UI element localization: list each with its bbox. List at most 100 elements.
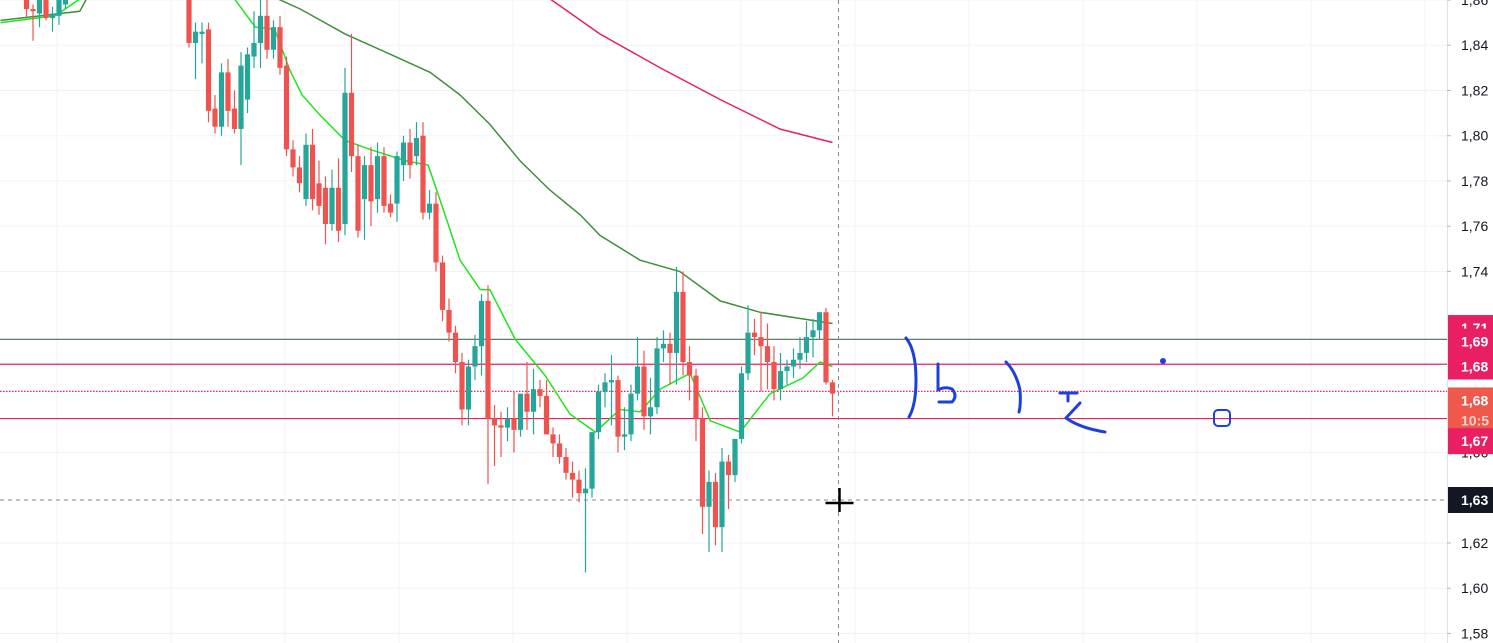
candle-body <box>251 42 257 57</box>
price-badge: 1,63 <box>1448 487 1493 513</box>
candle-body <box>511 418 517 430</box>
candle-body <box>498 425 504 428</box>
candle-down <box>758 312 764 392</box>
price-badge-background <box>1448 487 1493 513</box>
price-badge-label: 1,63 <box>1461 492 1488 508</box>
candle-up <box>329 169 335 231</box>
candle-up <box>816 312 823 340</box>
candle-body <box>49 13 56 19</box>
moving-average-fast-line <box>0 0 833 434</box>
candle-body <box>790 359 797 367</box>
candle-up <box>745 305 751 381</box>
candle-up <box>36 0 43 28</box>
candle-up <box>706 470 712 553</box>
candle-up <box>374 142 381 213</box>
candle-body <box>290 149 296 168</box>
candle-up <box>199 22 205 64</box>
candle-down <box>231 90 238 134</box>
candle-body <box>530 389 537 412</box>
candle-body <box>413 138 420 157</box>
candle-body <box>225 72 231 111</box>
candle-body <box>452 332 459 362</box>
drawing-bracket-1[interactable] <box>904 336 918 419</box>
candle-body <box>420 135 426 213</box>
horizontal-levels[interactable] <box>0 338 1447 420</box>
candle-up <box>238 52 244 166</box>
drawing-dot[interactable] <box>1160 358 1166 364</box>
drawing-b-glyph[interactable] <box>936 362 957 404</box>
candle-up <box>478 294 485 376</box>
price-badge-label: 1,67 <box>1461 433 1488 449</box>
candle-body <box>277 27 283 68</box>
candle-body <box>433 203 439 263</box>
candle-body <box>751 332 758 338</box>
candle-body <box>465 366 472 410</box>
candle-body <box>62 0 69 5</box>
drawing-anchor-handle[interactable] <box>1213 409 1231 427</box>
candle-body <box>205 29 212 111</box>
candle-down <box>712 472 719 546</box>
candle-down <box>725 454 732 510</box>
candle-down <box>563 447 569 480</box>
candle-body <box>335 187 342 231</box>
candle-up <box>582 468 589 573</box>
candle-down <box>680 271 686 376</box>
candle-up <box>797 337 803 369</box>
candle-body <box>784 366 790 372</box>
candle-down <box>641 350 647 430</box>
candle-body <box>218 72 225 127</box>
drawing-bracket-2[interactable] <box>1004 360 1022 414</box>
candle-up <box>192 22 199 80</box>
candle-body <box>569 472 576 480</box>
candle-down <box>433 192 439 272</box>
candle-body <box>23 0 30 10</box>
candle-down <box>764 323 771 390</box>
candle-body <box>244 54 251 100</box>
price-axis-tick-label: 1,80 <box>1461 128 1488 144</box>
candle-down <box>335 158 342 243</box>
candle-body <box>758 337 764 347</box>
candle-body <box>634 366 641 394</box>
drawing-z-glyph[interactable] <box>1058 391 1107 434</box>
candle-down <box>459 352 465 426</box>
candle-body <box>602 382 608 392</box>
candle-body <box>777 371 784 390</box>
candle-body <box>329 187 335 224</box>
candle-down <box>355 144 361 238</box>
price-badge-background <box>1448 387 1493 436</box>
candle-down <box>322 176 329 245</box>
crosshair <box>0 0 1447 643</box>
grid <box>0 0 1447 643</box>
candle-down <box>491 404 498 467</box>
candle-up <box>361 156 368 240</box>
candle-body <box>537 389 543 396</box>
candle-body <box>361 165 368 200</box>
candle-up <box>394 151 400 222</box>
candle-body <box>771 361 777 390</box>
candle-up <box>270 20 277 59</box>
candle-body <box>829 382 836 394</box>
candle-down <box>225 58 231 127</box>
hand-drawings[interactable] <box>904 336 1231 434</box>
candle-body <box>342 92 348 224</box>
price-badge-countdown: 10:5 <box>1461 412 1489 428</box>
candle-body <box>316 183 322 206</box>
candle-up <box>654 337 660 415</box>
candle-body <box>459 361 465 410</box>
candle-body <box>309 144 316 200</box>
candle-body <box>43 0 49 19</box>
price-axis-tick-label: 1,74 <box>1461 263 1488 279</box>
candle-body <box>582 488 589 494</box>
candle-body <box>576 479 582 494</box>
candle-body <box>810 330 816 338</box>
candle-body <box>589 432 595 489</box>
price-axis[interactable]: 1,861,841,821,801,781,761,741,661,621,60… <box>1447 0 1493 643</box>
candle-up <box>413 122 420 166</box>
candle-body <box>231 108 238 129</box>
candle-body <box>524 393 530 412</box>
candle-down <box>30 4 36 41</box>
candle-down <box>524 361 530 430</box>
candle-up <box>634 337 641 401</box>
candle-down <box>264 0 270 59</box>
